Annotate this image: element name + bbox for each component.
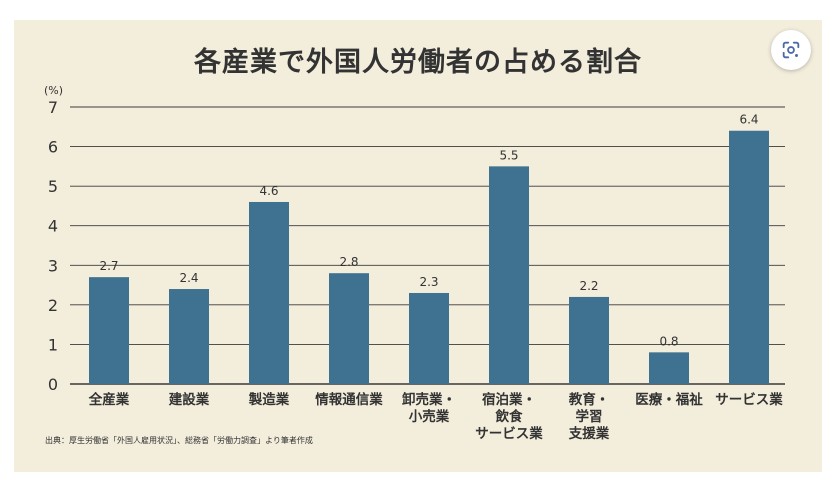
bar (729, 130, 769, 384)
category-label: 宿泊業・ (482, 391, 536, 408)
chart-background (14, 20, 822, 472)
category-label: 製造業 (248, 391, 290, 408)
source-footnote: 出典：厚生労働省「外国人雇用状況」、総務省「労働力調査」より筆者作成 (45, 436, 313, 445)
category-label: 支援業 (568, 425, 610, 442)
y-tick-label: 3 (48, 256, 58, 275)
category-label: 小売業 (409, 408, 450, 425)
category-label: サービス業 (475, 425, 543, 442)
bar-value-label: 2.8 (339, 255, 358, 269)
chart-title: 各産業で外国人労働者の占める割合 (194, 47, 642, 78)
bar-value-label: 5.5 (499, 148, 518, 162)
category-labels: 全産業 建設業 製造業 情報通信業 卸売業・小売業宿泊業・飲食サービス業教育・学習支援業… (88, 391, 783, 442)
category-label: 全産業 (88, 391, 130, 408)
bar-value-label: 2.2 (579, 279, 598, 293)
y-tick-label: 7 (48, 98, 58, 117)
bar-value-label: 2.3 (419, 275, 438, 289)
bar-value-label: 2.4 (179, 271, 198, 285)
lens-icon (782, 41, 800, 59)
value-labels: 2.7 2.4 4.6 2.8 2.3 5.5 2.2 0.8 6.4 (99, 113, 758, 349)
category-label: 学習 (576, 408, 603, 425)
y-tick-label: 5 (48, 177, 58, 196)
bar (569, 296, 609, 384)
category-label: サービス業 (715, 391, 783, 408)
bars (89, 130, 769, 384)
y-tick-label: 0 (48, 375, 58, 394)
category-label: 建設業 (168, 391, 210, 408)
y-tick-label: 6 (48, 138, 58, 157)
category-label: 情報通信業 (315, 391, 383, 408)
bar (649, 352, 689, 384)
category-label: 医療・福祉 (635, 391, 703, 408)
y-axis: (%) 0 1 2 3 4 5 6 7 (44, 84, 63, 394)
y-tick-label: 4 (48, 217, 58, 236)
bar (249, 201, 289, 384)
category-label: 卸売業・ (402, 391, 456, 408)
bar (169, 289, 209, 384)
lens-button[interactable] (771, 30, 811, 70)
bar-value-label: 0.8 (659, 334, 678, 348)
y-tick-label: 2 (48, 296, 58, 315)
bar-value-label: 2.7 (99, 259, 118, 273)
bar (409, 292, 449, 384)
category-label: 教育・ (569, 391, 610, 408)
bar (329, 273, 369, 384)
bar-value-label: 4.6 (259, 184, 278, 198)
category-label: 飲食 (495, 408, 524, 425)
bar (489, 166, 529, 384)
bar (89, 277, 129, 384)
unit-label: (%) (44, 84, 63, 97)
y-tick-label: 1 (48, 335, 58, 354)
bar-value-label: 6.4 (739, 113, 758, 127)
